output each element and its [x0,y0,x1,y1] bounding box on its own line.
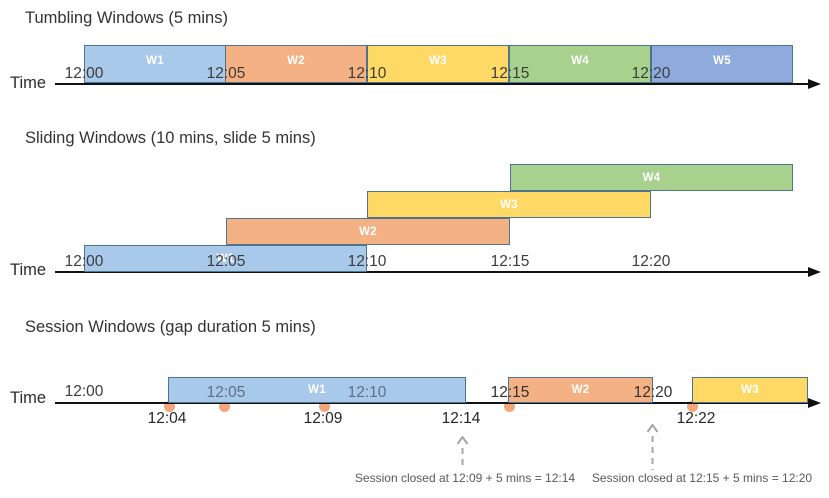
event-dot-1209 [319,401,330,412]
session-timeline-axis [55,396,821,409]
session-tick-1205: 12:05 [206,384,246,401]
sliding-window-w2: W2 [226,218,510,245]
window-label: W3 [741,384,759,396]
window-label: W1 [216,252,235,265]
tumbling-tick-1200: 12:00 [64,65,104,82]
event-dot-1204 [164,401,175,412]
window-label: W2 [571,384,590,396]
tumbling-window-w4: W4 [509,45,651,83]
sliding-tick-1200: 12:00 [64,253,104,270]
session-tick-1220: 12:20 [633,384,673,401]
tumbling-timeline-axis [55,77,821,90]
session-tick-1200: 12:00 [64,383,104,400]
tumbling-axis-label: Time [10,74,47,92]
session-tick-1210: 12:10 [347,384,387,401]
sliding-tick-1205: 12:05 [206,253,246,270]
window-label: W3 [500,198,518,211]
window-label: W3 [429,55,447,67]
window-label: W4 [571,55,589,67]
tumbling-tick-1215: 12:15 [490,65,530,82]
sliding-axis-label: Time [10,261,47,279]
session-event-label-1204: 12:04 [147,410,187,427]
session-window-w1: W1 [168,377,466,403]
tumbling-tick-1210: 12:10 [347,65,387,82]
dashed-up-arrow-1220 [646,424,659,470]
window-label: W2 [287,55,305,67]
tumbling-title: Tumbling Windows (5 mins) [25,9,228,27]
tumbling-tick-1205: 12:05 [206,65,246,82]
sliding-title: Sliding Windows (10 mins, slide 5 mins) [25,129,316,147]
sliding-window-w3: W3 [367,191,651,218]
sliding-timeline-axis [55,265,821,278]
session-title: Session Windows (gap duration 5 mins) [25,318,316,336]
window-label: W5 [713,55,731,67]
sliding-window-w4: W4 [510,164,793,191]
window-label: W1 [146,55,164,67]
event-dot-1215 [504,401,515,412]
session-axis-label: Time [10,389,47,407]
event-dot-1222 [687,401,698,412]
window-label: W4 [642,171,661,184]
session-event-label-1222: 12:22 [676,410,716,427]
tumbling-window-w1: W1 [84,45,226,83]
session-event-label-1209: 12:09 [303,410,343,427]
session-closed-annotation-2: Session closed at 12:15 + 5 mins = 12:20 [591,471,813,485]
tumbling-window-w5: W5 [651,45,793,83]
session-window-w2: W2 [508,377,653,403]
event-dot-1205 [219,401,230,412]
window-label: W2 [359,225,377,238]
sliding-tick-1220: 12:20 [631,253,671,270]
tumbling-window-w2: W2 [225,45,367,83]
tumbling-window-w3: W3 [367,45,509,83]
session-window-w3: W3 [692,377,808,403]
session-closed-annotation-1: Session closed at 12:09 + 5 mins = 12:14 [354,471,576,485]
sliding-tick-1210: 12:10 [347,253,387,270]
session-close-label-1214: 12:14 [441,410,481,427]
sliding-window-w1: W1 [84,245,367,272]
dashed-up-arrow-1214 [456,436,469,470]
tumbling-tick-1220: 12:20 [631,65,671,82]
window-label: W1 [308,384,326,396]
sliding-tick-1215: 12:15 [490,253,530,270]
session-tick-1215: 12:15 [490,384,530,401]
